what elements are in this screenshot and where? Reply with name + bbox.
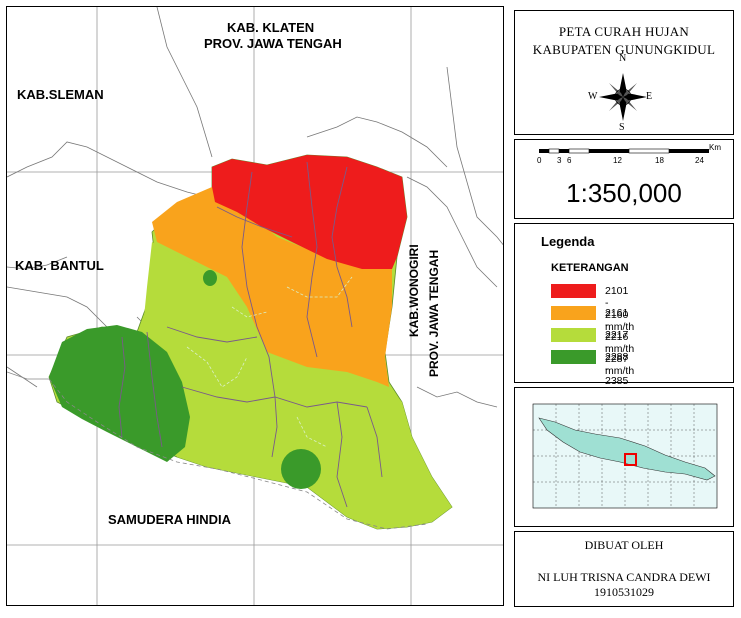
- compass-e: E: [646, 91, 653, 102]
- zone-orange: [152, 187, 392, 387]
- java-island-shape: [538, 417, 716, 481]
- legend-subtitle: KETERANGAN: [551, 262, 629, 274]
- title-panel: PETA CURAH HUJAN KABUPATEN GUNUNGKIDUL N…: [514, 10, 734, 135]
- legend-title: Legenda: [541, 234, 595, 249]
- compass-w: W: [588, 91, 598, 102]
- legend-label: 2217 - 2287 mm/th: [605, 329, 635, 377]
- legend-label: 2101 - 2160 mm/th: [605, 285, 635, 333]
- coast-edge-west: [7, 371, 49, 380]
- scale-tick-24: 24: [695, 156, 704, 165]
- legend-label: 2161 - 2216 mm/th: [605, 307, 635, 355]
- author-name: NI LUH TRISNA CANDRA DEWI: [537, 570, 711, 584]
- label-wonogiri: KAB.WONOGIRI: [407, 244, 421, 337]
- zone-dark-green-blob: [281, 449, 321, 489]
- scale-tick-3: 3: [557, 156, 562, 165]
- made-by-label: DIBUAT OLEH: [584, 538, 664, 552]
- author-id: 1910531029: [594, 585, 654, 599]
- author-panel: DIBUAT OLEH NI LUH TRISNA CANDRA DEWI 19…: [514, 531, 734, 607]
- sub-boundaries: [186, 276, 353, 448]
- scale-tick-0: 0: [537, 156, 542, 165]
- label-bantul: KAB. BANTUL: [15, 258, 104, 273]
- inset-location-box: [624, 453, 637, 466]
- scale-panel: Km 0 3 6 12 18 24 1:350,000: [514, 139, 734, 219]
- map-title-line2: KABUPATEN GUNUNGKIDUL: [532, 42, 716, 57]
- legend-item: 2288 - 2385 mm/th: [551, 350, 634, 399]
- scale-ratio: 1:350,000: [566, 178, 682, 208]
- legend-panel: Legenda KETERANGAN 2101 - 2160 mm/th 216…: [514, 223, 734, 399]
- label-wonogiri-province: PROV. JAWA TENGAH: [427, 249, 441, 377]
- legend-item: 2161 - 2216 mm/th: [551, 306, 634, 355]
- map-canvas: [7, 7, 503, 605]
- legend-swatch: [551, 350, 596, 364]
- label-klaten-province: PROV. JAWA TENGAH: [204, 36, 342, 51]
- map-title-line1: PETA CURAH HUJAN: [558, 24, 690, 39]
- legend-swatch: [551, 284, 596, 298]
- zone-red: [212, 155, 407, 269]
- legend-item: 2101 - 2160 mm/th: [551, 284, 634, 333]
- compass-rose-icon: [599, 73, 647, 121]
- zone-dark-green: [49, 325, 190, 462]
- coastline: [48, 378, 428, 530]
- zone-light-green-inner: [142, 242, 452, 529]
- label-klaten: KAB. KLATEN: [227, 20, 315, 35]
- scale-tick-6: 6: [567, 156, 572, 165]
- district-boundaries: [118, 161, 383, 508]
- legend-item: 2217 - 2287 mm/th: [551, 328, 634, 377]
- label-ocean: SAMUDERA HINDIA: [108, 512, 232, 527]
- map-frame: KAB. KLATEN PROV. JAWA TENGAH KAB.SLEMAN…: [6, 6, 504, 606]
- legend-swatch: [551, 306, 596, 320]
- neighbor-boundaries: [7, 7, 503, 408]
- zone-dark-green-small: [203, 270, 217, 286]
- legend-swatch: [551, 328, 596, 342]
- scale-tick-12: 12: [613, 156, 622, 165]
- inset-panel: [514, 387, 734, 527]
- scale-tick-18: 18: [655, 156, 664, 165]
- compass-n: N: [619, 53, 627, 64]
- inset-map: [532, 403, 718, 509]
- scale-bar: [539, 148, 709, 154]
- scale-unit: Km: [709, 143, 721, 152]
- compass-s: S: [619, 122, 625, 133]
- label-sleman: KAB.SLEMAN: [17, 87, 104, 102]
